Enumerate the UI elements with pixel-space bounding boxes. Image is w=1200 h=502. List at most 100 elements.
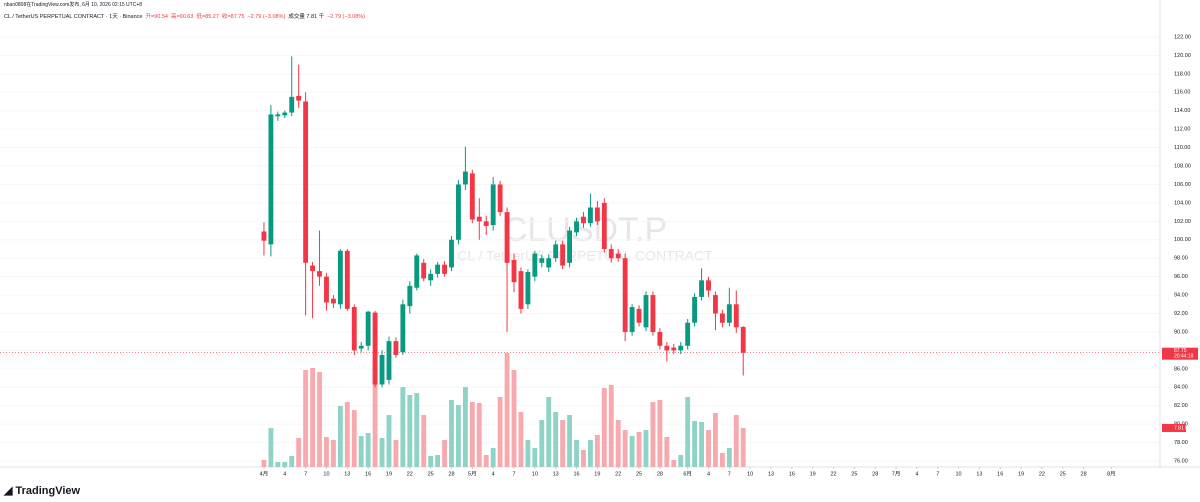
candle-body <box>372 312 378 385</box>
volume-bar <box>330 440 336 467</box>
candle-body <box>490 184 496 226</box>
x-tick-label: 13 <box>976 471 982 477</box>
y-tick-label: 122.00 <box>1174 34 1191 40</box>
volume-bar <box>268 428 274 467</box>
y-tick-label: 102.00 <box>1174 219 1191 225</box>
x-tick-label: 10 <box>747 471 753 477</box>
volume-bar <box>532 448 538 467</box>
candle-body <box>726 304 732 323</box>
candle-body <box>622 258 628 332</box>
last-volume-label: 7.81 K <box>1174 425 1189 431</box>
volume-bar <box>393 440 399 467</box>
watermark: CLUSDT.P <box>503 211 667 249</box>
y-tick-label: 114.00 <box>1174 108 1190 114</box>
candle-body <box>615 253 621 259</box>
y-tick-label: 86.00 <box>1174 366 1188 372</box>
y-tick-label: 82.00 <box>1174 403 1188 409</box>
x-tick-label: 8月 <box>1107 470 1116 477</box>
candle-body <box>685 322 691 346</box>
x-tick-label: 4 <box>283 471 286 477</box>
last-price-box <box>1162 347 1198 360</box>
candle-body <box>504 212 510 263</box>
x-tick-label: 16 <box>573 471 579 477</box>
volume-bar <box>337 406 343 467</box>
volume-bar <box>733 415 739 467</box>
candle-body <box>671 347 677 351</box>
volume-bar <box>365 433 371 467</box>
x-tick-label: 4 <box>915 471 918 477</box>
candle-body <box>469 173 475 220</box>
x-tick-label: 25 <box>636 471 642 477</box>
volume-bar <box>525 440 531 467</box>
volume: 成交量 7.81 千 <box>288 14 325 20</box>
candle-body <box>532 253 538 277</box>
volume-bar <box>386 415 392 467</box>
volume-bar <box>740 427 746 467</box>
x-tick-label: 25 <box>428 471 434 477</box>
candle-body <box>518 271 524 309</box>
y-tick-label: 92.00 <box>1174 311 1188 317</box>
candle-body <box>678 345 684 351</box>
candle-body <box>414 255 420 288</box>
candle-body <box>421 262 427 279</box>
volume-bar <box>504 353 510 467</box>
x-tick-label: 19 <box>1018 471 1024 477</box>
candle-body <box>539 258 545 263</box>
candle-body <box>713 295 718 314</box>
volume-bar <box>650 402 656 467</box>
watermark-subtitle: CL / TetherUS PERPETUAL CONTRACT <box>457 248 713 264</box>
volume-bar <box>692 421 698 467</box>
candle-body <box>275 114 281 117</box>
candle-body <box>733 304 739 328</box>
x-tick-label: 6月 <box>683 470 692 477</box>
legend: CL / TetherUS PERPETUAL CONTRACT · 1天 · … <box>4 12 365 20</box>
candle-body <box>365 311 371 346</box>
candle-body <box>344 250 350 309</box>
x-tick-label: 5月 <box>468 470 477 477</box>
publisher: nban0808在TradingView.com发布, 6月 10, 2026 … <box>4 2 142 8</box>
x-tick-label: 13 <box>553 471 559 477</box>
x-tick-label: 4 <box>492 471 495 477</box>
x-tick-label: 25 <box>851 471 857 477</box>
candle-body <box>601 202 607 249</box>
candle-body <box>386 341 392 380</box>
y-tick-label: 100.00 <box>1174 237 1191 243</box>
y-tick-label: 90.00 <box>1174 329 1188 335</box>
candle-body <box>261 231 267 241</box>
x-tick-label: 19 <box>810 471 816 477</box>
candle-body <box>567 230 573 263</box>
volume-bar <box>511 370 517 467</box>
candle-body <box>330 298 336 304</box>
x-tick-label: 25 <box>1060 471 1066 477</box>
volume-bar <box>421 415 427 467</box>
candle-body <box>525 272 531 305</box>
volume-bar <box>324 437 329 467</box>
open: 开=90.54 <box>145 14 168 20</box>
y-tick-label: 96.00 <box>1174 274 1188 280</box>
low: 低=85.27 <box>196 14 219 20</box>
volume-bar <box>490 448 496 467</box>
candle-body <box>574 221 579 233</box>
candle-body <box>407 285 413 307</box>
symbol: CL / TetherUS PERPETUAL CONTRACT · 1天 · … <box>4 14 143 20</box>
x-tick-label: 7 <box>728 471 731 477</box>
candle-body <box>511 260 517 283</box>
x-tick-label: 4 <box>707 471 710 477</box>
candle-body <box>483 221 489 226</box>
volume-bar <box>449 400 454 467</box>
candle-body <box>324 276 329 303</box>
x-tick-label: 19 <box>594 471 600 477</box>
candle-body <box>268 114 274 245</box>
candle-body <box>337 250 343 305</box>
x-tick-label: 10 <box>956 471 962 477</box>
volume-bar <box>275 462 281 467</box>
volume-bar <box>594 435 600 467</box>
candle-body <box>379 354 385 385</box>
y-tick-label: 98.00 <box>1174 256 1188 262</box>
volume-bar <box>379 438 385 467</box>
volume-bar <box>344 402 350 467</box>
x-tick-label: 22 <box>407 471 413 477</box>
volume-bar <box>442 440 447 467</box>
